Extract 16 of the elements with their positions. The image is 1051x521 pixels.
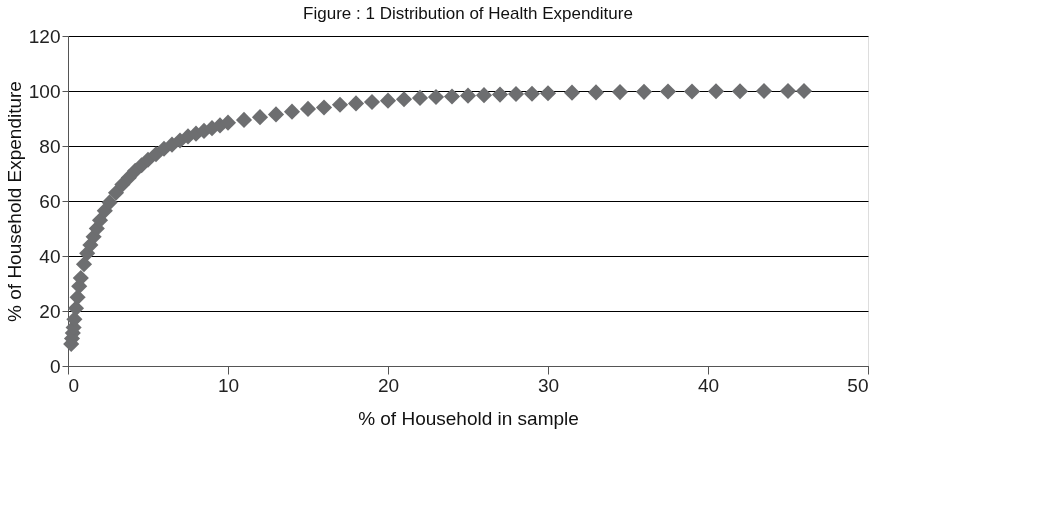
x-tick-label: 30 [537, 374, 560, 396]
y-tick-label: 0 [49, 355, 61, 377]
y-tick-label: 80 [39, 135, 61, 157]
y-tick-label: 20 [39, 300, 61, 322]
y-axis-title: % of Household Expenditure [3, 81, 25, 322]
x-tick-label: 50 [847, 374, 869, 396]
chart-title: Figure : 1 Distribution of Health Expenditure [303, 4, 633, 23]
y-tick-label: 100 [28, 80, 61, 102]
x-tick-label: 20 [377, 374, 400, 396]
y-tick-label: 40 [39, 245, 61, 267]
x-tick-label: 40 [697, 374, 720, 396]
x-tick-label: 10 [217, 374, 240, 396]
y-tick-label: 120 [28, 25, 61, 47]
x-axis-title: % of Household in sample [358, 407, 579, 429]
x-tick-label: 0 [68, 374, 80, 396]
y-tick-label: 60 [39, 190, 61, 212]
